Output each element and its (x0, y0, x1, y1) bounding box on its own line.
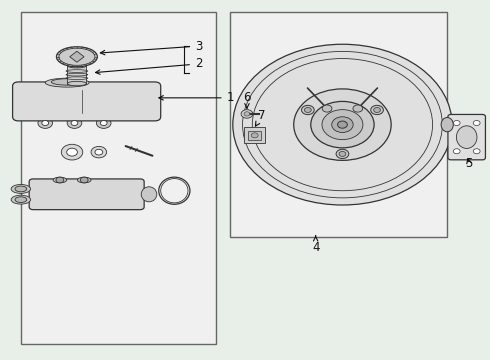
Circle shape (453, 149, 460, 154)
Text: 2: 2 (96, 57, 202, 75)
Circle shape (100, 121, 107, 126)
Text: 1: 1 (159, 91, 234, 104)
Ellipse shape (11, 184, 30, 193)
Circle shape (294, 89, 391, 160)
Circle shape (374, 108, 380, 112)
FancyBboxPatch shape (244, 127, 266, 143)
Bar (21, 12, 216, 344)
Circle shape (353, 105, 363, 112)
Circle shape (339, 152, 346, 157)
Circle shape (332, 117, 353, 132)
Text: 5: 5 (466, 157, 473, 170)
Ellipse shape (11, 195, 30, 204)
Ellipse shape (56, 47, 98, 67)
FancyBboxPatch shape (248, 131, 261, 140)
FancyBboxPatch shape (448, 114, 486, 160)
Ellipse shape (59, 48, 95, 65)
Circle shape (473, 149, 480, 154)
Circle shape (244, 112, 250, 116)
Ellipse shape (51, 79, 83, 85)
Ellipse shape (15, 197, 27, 203)
Circle shape (38, 118, 52, 129)
Ellipse shape (15, 186, 27, 192)
Circle shape (67, 118, 82, 129)
Text: 4: 4 (312, 236, 319, 255)
Circle shape (95, 149, 103, 155)
Circle shape (371, 105, 383, 114)
Text: 3: 3 (100, 40, 202, 55)
Circle shape (97, 118, 111, 129)
Text: 6: 6 (243, 91, 251, 108)
Circle shape (61, 144, 83, 160)
Circle shape (56, 177, 64, 183)
Ellipse shape (141, 187, 157, 202)
Text: 7: 7 (255, 109, 266, 126)
Circle shape (301, 105, 314, 114)
Circle shape (80, 177, 88, 183)
Circle shape (473, 121, 480, 126)
Circle shape (42, 121, 49, 126)
Circle shape (91, 147, 107, 158)
Circle shape (251, 133, 258, 138)
FancyBboxPatch shape (13, 82, 161, 121)
Ellipse shape (441, 117, 453, 132)
Circle shape (304, 108, 311, 112)
Ellipse shape (45, 78, 89, 87)
Circle shape (233, 44, 452, 205)
Circle shape (338, 121, 347, 128)
Ellipse shape (67, 81, 86, 86)
Ellipse shape (77, 177, 91, 183)
Circle shape (336, 149, 349, 158)
Circle shape (453, 121, 460, 126)
Circle shape (241, 110, 253, 118)
Polygon shape (70, 51, 84, 62)
Circle shape (311, 102, 374, 148)
Circle shape (67, 148, 77, 156)
Ellipse shape (67, 63, 86, 68)
Bar (67, 66, 86, 84)
Circle shape (71, 121, 78, 126)
Ellipse shape (456, 126, 477, 148)
Circle shape (322, 110, 363, 140)
Bar (230, 12, 447, 237)
Ellipse shape (53, 177, 67, 183)
FancyBboxPatch shape (29, 179, 144, 210)
Circle shape (322, 105, 332, 112)
